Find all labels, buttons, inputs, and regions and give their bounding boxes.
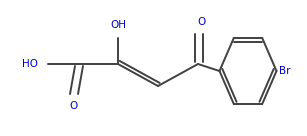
Text: O: O	[69, 101, 77, 111]
Text: Br: Br	[279, 66, 291, 76]
Text: O: O	[198, 17, 206, 27]
Text: OH: OH	[110, 20, 126, 30]
Text: HO: HO	[22, 59, 38, 69]
